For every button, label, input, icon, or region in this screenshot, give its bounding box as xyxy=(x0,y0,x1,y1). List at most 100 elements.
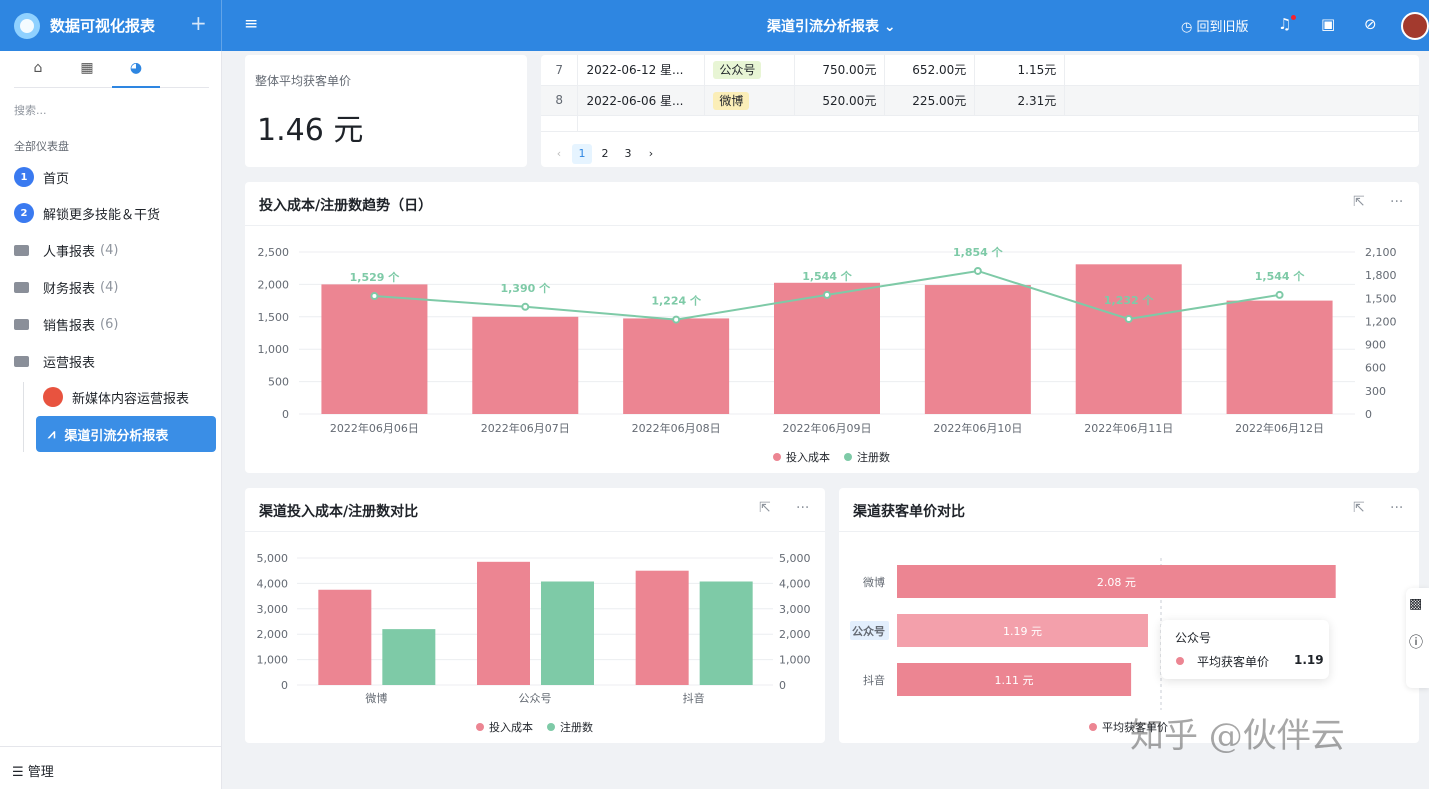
unit-price-bar xyxy=(897,565,1336,598)
menu-icon[interactable]: ≡ xyxy=(244,14,259,34)
table-tab-icon[interactable]: ▦ xyxy=(80,60,94,76)
legend-label: 投入成本 xyxy=(786,451,830,464)
sidebar-item-home[interactable]: 1 首页 xyxy=(14,166,69,188)
registration-point xyxy=(823,290,831,299)
number-badge-icon: 2 xyxy=(14,203,34,223)
data-label: 1,232 个 xyxy=(1104,293,1155,307)
more-icon[interactable]: ··· xyxy=(1390,500,1404,516)
manage-button[interactable]: ☰ 管理 xyxy=(0,746,222,789)
tooltip-value: 1.19 xyxy=(1294,653,1324,667)
registration-bar xyxy=(699,581,753,685)
next-page-icon[interactable]: › xyxy=(648,147,654,160)
y2-tick-label: 1,200 xyxy=(1365,315,1397,328)
page-title[interactable]: 渠道引流分析报表 ⌄ xyxy=(767,19,896,35)
chart-tab-icon[interactable]: ◕ xyxy=(112,60,160,88)
briefcase-icon[interactable]: ▣ xyxy=(1321,15,1336,33)
data-label: 1,544 个 xyxy=(1255,269,1306,283)
legend-dot xyxy=(547,723,555,731)
registration-point xyxy=(973,266,982,275)
legend-item-reg[interactable]: 注册数 xyxy=(844,449,890,465)
legend-dot xyxy=(1089,723,1097,731)
legend-label: 注册数 xyxy=(857,451,890,464)
x-tick-label: 抖音 xyxy=(683,691,705,705)
compare-title: 渠道投入成本/注册数对比 xyxy=(259,504,419,520)
sidebar-item-hr[interactable]: 人事报表 (4) xyxy=(14,239,118,261)
sidebar-item-finance[interactable]: 财务报表 (4) xyxy=(14,276,118,298)
registration-point xyxy=(521,302,530,311)
compare-card: 渠道投入成本/注册数对比 ⇱ ··· 0 0 1,000 1,000 2,000 2,00… xyxy=(245,488,825,743)
bell-icon[interactable]: ♫ xyxy=(1278,15,1292,33)
legend-item-cost[interactable]: 投入成本 xyxy=(476,719,533,735)
expand-icon[interactable]: ⇱ xyxy=(1353,194,1365,210)
y-tick-label: 0 xyxy=(282,408,289,421)
legend-label: 平均获客单价 xyxy=(1102,721,1168,734)
expand-icon[interactable]: ⇱ xyxy=(1353,500,1365,516)
y2-tick-label: 600 xyxy=(1365,362,1386,375)
cost-bar xyxy=(774,282,880,414)
legend-label: 注册数 xyxy=(560,721,593,734)
more-icon[interactable]: ··· xyxy=(1390,194,1404,210)
grid-report-icon xyxy=(43,387,63,407)
legend-item-cost[interactable]: 投入成本 xyxy=(773,449,830,465)
add-icon[interactable]: + xyxy=(190,11,207,35)
page-3[interactable]: 3 xyxy=(624,147,632,160)
legend-item-reg[interactable]: 注册数 xyxy=(547,719,593,735)
date-cell: 2022-06-12 星... xyxy=(577,55,706,86)
compare-legend: 投入成本 注册数 xyxy=(476,719,593,735)
floating-help-panel[interactable]: ▩ ⓘ xyxy=(1406,588,1429,688)
back-to-old-button[interactable]: ◷ 回到旧版 xyxy=(1181,16,1249,35)
unit-cell: 1.15元 xyxy=(974,55,1066,86)
unit-price-title: 渠道获客单价对比 xyxy=(853,504,965,520)
sidebar-item-channel-active[interactable]: ⩘ 渠道引流分析报表 xyxy=(36,416,216,452)
legend-label: 投入成本 xyxy=(489,721,533,734)
kpi-card: 整体平均获客单价 1.46 元 xyxy=(245,55,527,167)
avatar[interactable] xyxy=(1401,12,1429,40)
number-badge-icon: 1 xyxy=(14,167,34,187)
sidebar-item-skills[interactable]: 2 解锁更多技能＆干货 xyxy=(14,202,160,224)
help-icon[interactable]: ⓘ xyxy=(1409,635,1423,651)
sidebar-item-ops[interactable]: 运营报表 xyxy=(14,350,95,372)
legend-dot xyxy=(844,453,852,461)
sidebar-item-new-media[interactable]: 新媒体内容运营报表 xyxy=(43,386,189,408)
unit-price-card: 渠道获客单价对比 ⇱ ··· 2.08 元 微博 1.19 元 公众号 1.11 元 抖音… xyxy=(839,488,1419,743)
page-1[interactable]: 1 xyxy=(572,144,592,164)
table-row[interactable]: 8 2022-06-06 星... 微博 520.00元 225.00元 2.3… xyxy=(541,85,1419,116)
item-count: (4) xyxy=(100,279,119,295)
more-icon[interactable]: ··· xyxy=(796,500,810,516)
sidebar-item-label: 财务报表 xyxy=(43,281,96,297)
app-logo xyxy=(14,13,40,39)
qrcode-icon[interactable]: ▩ xyxy=(1409,596,1423,612)
legend-dot xyxy=(773,453,781,461)
reg-cell: 652.00元 xyxy=(884,55,976,86)
unit-price-bar xyxy=(897,614,1148,647)
channel-tag: 微博 xyxy=(713,91,750,110)
y2-tick-label: 1,000 xyxy=(779,654,811,667)
x-tick-label: 公众号 xyxy=(519,692,552,705)
trend-title: 投入成本/注册数趋势（日） xyxy=(259,198,433,214)
sidebar-item-label: 解锁更多技能＆干货 xyxy=(43,207,161,223)
y2-tick-label: 0 xyxy=(779,679,786,692)
table-row[interactable]: 7 2022-06-12 星... 公众号 750.00元 652.00元 1.… xyxy=(541,55,1419,86)
folder-icon xyxy=(14,318,29,330)
sidebar-search-input[interactable]: 搜索... xyxy=(14,104,47,117)
cost-bar xyxy=(318,589,372,685)
page-2[interactable]: 2 xyxy=(601,147,609,160)
channel-tag: 公众号 xyxy=(713,61,762,80)
sidebar-item-sales[interactable]: 销售报表 (6) xyxy=(14,313,118,335)
sidebar: ⌂ ▦ ◕ 搜索... 全部仪表盘 1 首页 2 解锁更多技能＆干货 人事报表 (4)… xyxy=(0,51,222,789)
expand-icon[interactable]: ⇱ xyxy=(759,500,771,516)
cost-bar xyxy=(472,316,579,414)
y-tick-label: 1,500 xyxy=(258,311,290,324)
legend-item-unit[interactable]: 平均获客单价 xyxy=(1089,719,1168,735)
x-tick-label: 2022年06月06日 xyxy=(330,421,419,435)
y-tick-label: 3,000 xyxy=(257,603,289,616)
table-card: 7 2022-06-12 星... 公众号 750.00元 652.00元 1.… xyxy=(541,55,1419,167)
app-title: 数据可视化报表 xyxy=(50,17,156,35)
y-tick-label: 2,500 xyxy=(258,246,290,259)
prev-page-icon[interactable]: ‹ xyxy=(556,147,562,160)
pagination: ‹ 1 2 3 › xyxy=(549,144,664,164)
home-tab-icon[interactable]: ⌂ xyxy=(33,60,43,76)
sidebar-item-label: 首页 xyxy=(43,171,70,187)
compass-icon[interactable]: ⊘ xyxy=(1364,15,1377,33)
compare-chart: 0 0 1,000 1,000 2,000 2,000 3,000 3,000 4,000 4,0… xyxy=(257,552,811,705)
